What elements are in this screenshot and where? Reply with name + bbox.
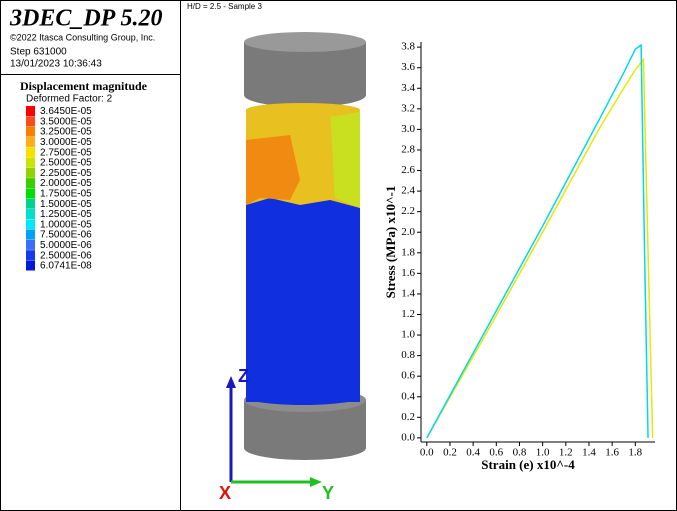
legend-swatch (26, 127, 35, 137)
y-tick-label: 1.4 (401, 287, 415, 299)
y-tick-label: 2.6 (401, 164, 415, 176)
timestamp: 13/01/2023 10:36:43 (10, 59, 102, 70)
legend-label: 6.0741E-08 (40, 261, 92, 272)
copyright: ©2022 Itasca Consulting Group, Inc. (10, 32, 155, 42)
legend-swatch (26, 178, 35, 188)
y-tick-label: 0.4 (401, 390, 415, 402)
y-tick-label: 2.0 (401, 226, 415, 238)
legend-swatch (26, 230, 35, 240)
view-title: H/D = 2.5 - Sample 3 (187, 2, 262, 11)
legend-swatch (26, 116, 35, 126)
y-tick-label: 3.8 (401, 41, 415, 53)
x-tick-label: 1.4 (582, 447, 596, 459)
y-tick-label: 2.2 (401, 205, 415, 217)
legend-swatch (26, 240, 35, 250)
y-tick-label: 2.8 (401, 144, 415, 156)
x-tick-label: 0.2 (443, 447, 457, 459)
y-tick-label: 1.2 (401, 308, 415, 320)
legend-swatch (26, 261, 35, 271)
specimen (244, 32, 366, 460)
y-tick-label: 0.0 (401, 431, 415, 443)
legend-swatch (26, 147, 35, 157)
x-tick-label: 1.6 (605, 447, 619, 459)
x-tick-label: 1.8 (628, 447, 642, 459)
axis-x: X (219, 483, 231, 503)
y-tick-label: 3.2 (401, 102, 415, 114)
legend-swatch (26, 199, 35, 209)
legend-subtitle: Deformed Factor: 2 (26, 94, 113, 105)
y-tick-label: 3.6 (401, 61, 415, 73)
legend-title: Displacement magnitude (20, 79, 148, 93)
step: Step 631000 (10, 47, 67, 58)
y-tick-label: 2.4 (401, 185, 415, 197)
y-tick-label: 3.4 (401, 82, 415, 94)
legend-swatch (26, 106, 35, 116)
legend-swatch (26, 168, 35, 178)
y-tick-label: 3.0 (401, 123, 415, 135)
axis-y: Y (322, 483, 334, 503)
y-axis-label: Stress (MPa) x10^-1 (383, 186, 398, 299)
x-axis-label: Strain (e) x10^-4 (481, 457, 575, 472)
screen: 3DEC_DP 5.20 ©2022 Itasca Consulting Gro… (0, 0, 677, 511)
x-tick-label: 0.4 (466, 447, 480, 459)
y-tick-label: 1.6 (401, 267, 415, 279)
legend-swatch (26, 250, 35, 260)
legend-swatch (26, 137, 35, 147)
y-tick-label: 0.8 (401, 349, 415, 361)
legend-swatch (26, 209, 35, 219)
app-title: 3DEC_DP 5.20 (9, 6, 162, 32)
y-tick-label: 1.0 (401, 329, 415, 341)
legend-swatch (26, 188, 35, 198)
y-tick-label: 0.6 (401, 370, 415, 382)
x-tick-label: 0.0 (420, 447, 434, 459)
legend-swatch (26, 219, 35, 229)
y-tick-label: 1.8 (401, 246, 415, 258)
axis-z: Z (238, 366, 249, 386)
y-tick-label: 0.2 (401, 411, 415, 423)
legend-swatch (26, 158, 35, 168)
